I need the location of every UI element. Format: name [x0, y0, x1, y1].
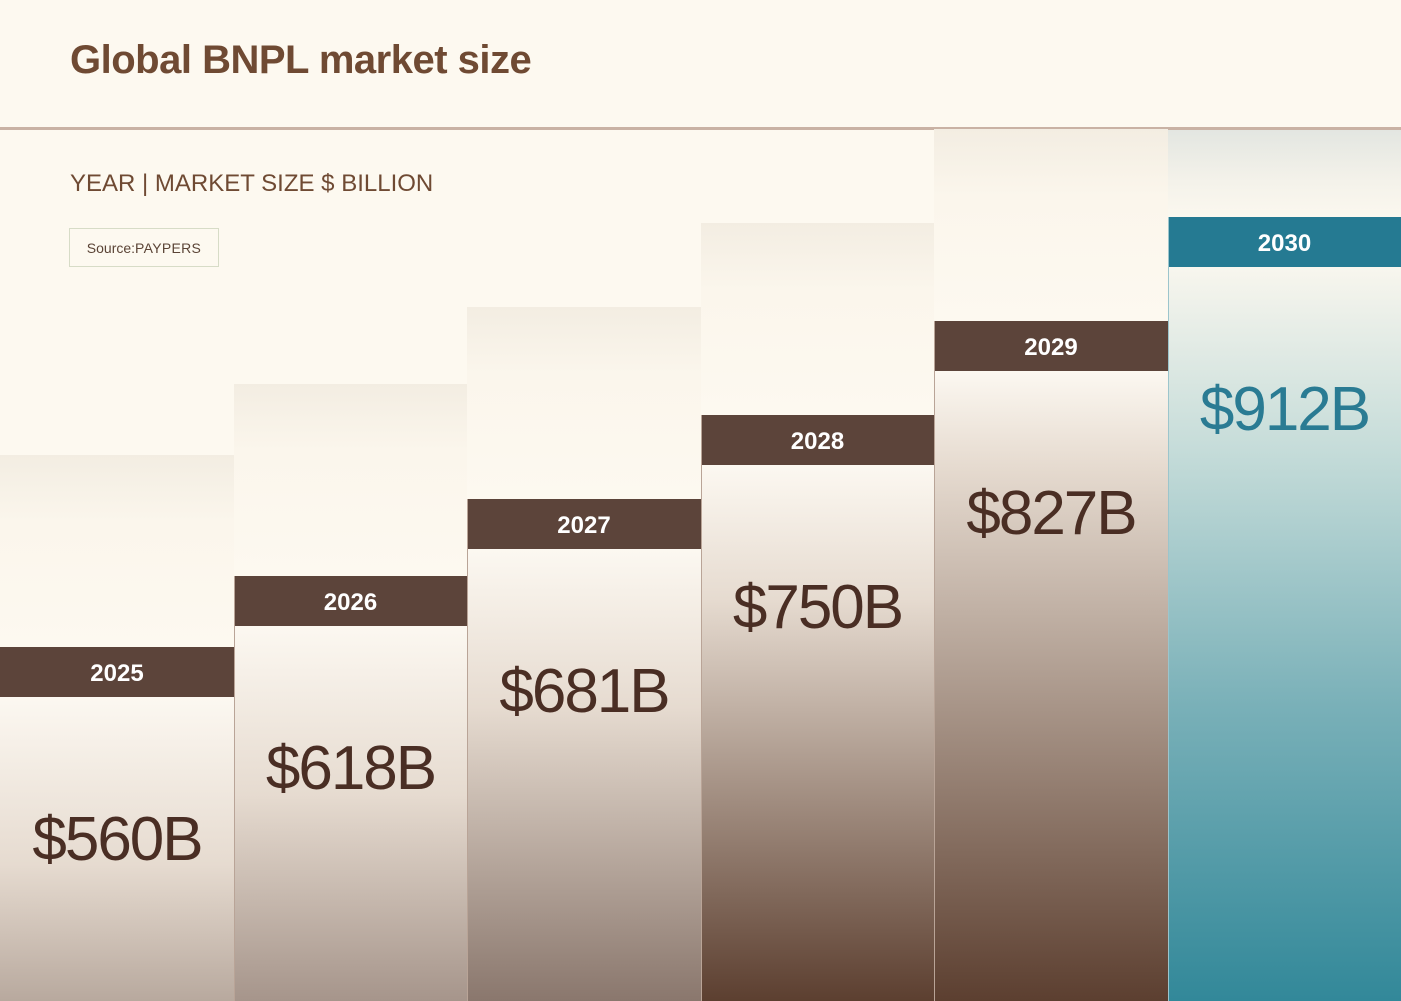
bar-header-2030 — [1168, 217, 1401, 267]
year-label-2026: 2026 — [324, 589, 377, 616]
source-prefix: Source: — [86, 239, 136, 256]
year-label-2027: 2027 — [557, 512, 610, 539]
bar-header-2029 — [934, 321, 1168, 371]
value-label-2027: $681B — [499, 657, 668, 726]
value-label-2029: $827B — [966, 479, 1135, 548]
bar-2026 — [234, 626, 467, 1001]
bar-ghost-2029 — [934, 129, 1168, 321]
page-title: Global BNPL market size — [70, 38, 532, 82]
chart-subtitle: YEAR | MARKET SIZE $ BILLION — [70, 170, 434, 197]
value-label-2026: $618B — [266, 734, 435, 803]
year-label-2029: 2029 — [1024, 334, 1077, 361]
bar-2027 — [467, 549, 701, 1001]
bar-ghost-2025 — [0, 455, 234, 647]
value-label-2030: $912B — [1200, 375, 1369, 444]
bar-ghost-2026 — [234, 384, 467, 576]
title-divider — [0, 127, 1401, 130]
source-box: Source: PAYPERS — [69, 228, 219, 267]
value-label-2028: $750B — [733, 573, 902, 642]
bar-2030 — [1168, 267, 1401, 1001]
year-label-2030: 2030 — [1258, 230, 1311, 257]
bar-ghost-2027 — [467, 307, 701, 499]
bar-header-2025 — [0, 647, 234, 697]
bar-ghost-2028 — [701, 223, 934, 415]
value-label-2025: $560B — [32, 805, 201, 874]
year-label-2028: 2028 — [791, 428, 844, 455]
bar-2029 — [934, 371, 1168, 1001]
bar-2025 — [0, 697, 234, 1001]
bar-ghost-2030 — [1168, 130, 1401, 217]
bar-header-2027 — [467, 499, 701, 549]
year-label-2025: 2025 — [90, 660, 143, 687]
source-name: PAYPERS — [135, 239, 202, 256]
bar-header-2026 — [234, 576, 467, 626]
bar-header-2028 — [701, 415, 934, 465]
bar-2028 — [701, 465, 934, 1001]
